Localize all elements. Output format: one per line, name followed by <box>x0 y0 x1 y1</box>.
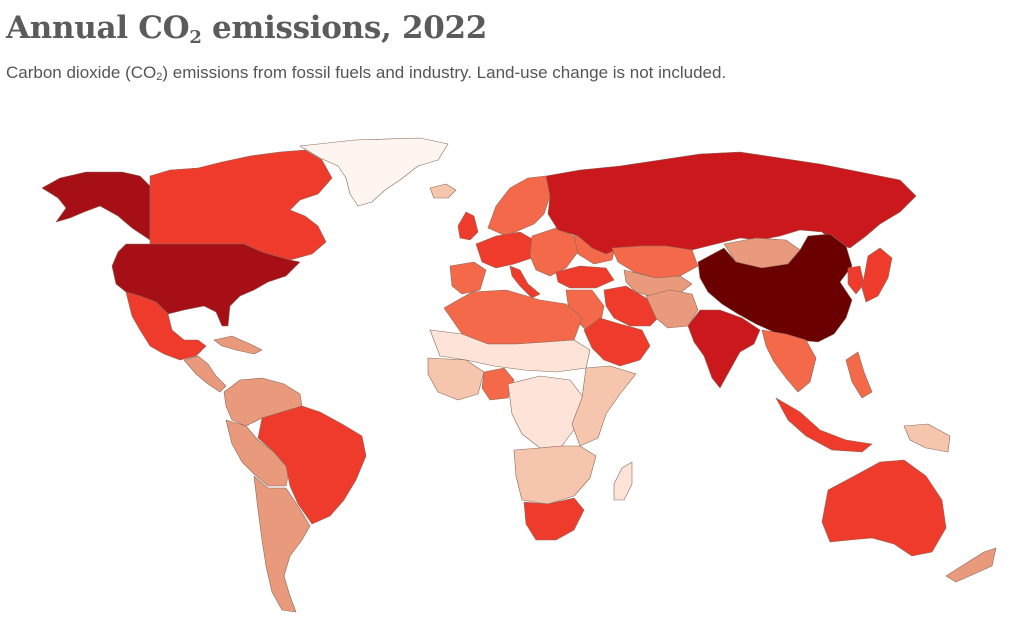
chart-title: Annual CO2 emissions, 2022 <box>6 8 726 58</box>
region-uk-ireland[interactable] <box>457 211 479 241</box>
region-canada[interactable] <box>149 149 333 261</box>
region-china[interactable] <box>697 233 853 343</box>
region-kazakhstan[interactable] <box>611 245 699 279</box>
region-argentina-chile[interactable] <box>253 475 311 613</box>
region-greenland[interactable] <box>299 137 449 207</box>
region-east-africa[interactable] <box>571 365 637 447</box>
subtitle-prefix: Carbon dioxide (CO <box>6 63 157 82</box>
region-central-america[interactable] <box>183 355 227 393</box>
region-southern-africa[interactable] <box>513 445 597 505</box>
region-usa[interactable] <box>111 243 301 327</box>
region-iceland[interactable] <box>429 183 457 199</box>
region-saudi-arabia[interactable] <box>583 317 651 367</box>
title-prefix: Annual CO <box>6 10 190 46</box>
region-mexico[interactable] <box>125 291 207 361</box>
subtitle-suffix: ) emissions from fossil fuels and indust… <box>162 63 727 82</box>
region-sahel[interactable] <box>429 329 591 373</box>
title-suffix: emissions, 2022 <box>201 10 488 46</box>
region-iran[interactable] <box>603 285 661 327</box>
region-norway-sweden-finland[interactable] <box>487 175 551 237</box>
subtitle-subscript: 2 <box>156 71 163 83</box>
chart-header: Annual CO2 emissions, 2022 Carbon dioxid… <box>6 8 726 88</box>
region-korea[interactable] <box>847 265 865 295</box>
region-russia[interactable] <box>545 151 917 255</box>
chart-subtitle: Carbon dioxide (CO2) emissions from foss… <box>6 62 726 88</box>
region-alaska[interactable] <box>41 171 151 241</box>
map-regions <box>41 137 997 613</box>
region-peru-bolivia[interactable] <box>225 419 291 487</box>
region-central-africa[interactable] <box>507 375 585 449</box>
region-brazil[interactable] <box>257 405 367 525</box>
region-philippines[interactable] <box>845 351 873 399</box>
region-southeast-asia[interactable] <box>761 329 817 393</box>
region-australia[interactable] <box>821 459 947 557</box>
region-india[interactable] <box>687 309 761 389</box>
region-italy[interactable] <box>509 265 541 299</box>
region-japan[interactable] <box>861 247 893 303</box>
region-nigeria[interactable] <box>481 367 515 401</box>
region-iberia[interactable] <box>449 261 487 295</box>
region-papua-new-guinea[interactable] <box>903 423 951 453</box>
region-western-europe[interactable] <box>475 231 535 269</box>
region-turkey[interactable] <box>555 265 615 289</box>
title-subscript: 2 <box>189 27 202 48</box>
region-madagascar[interactable] <box>613 461 633 501</box>
region-caribbean[interactable] <box>213 335 263 355</box>
region-pakistan-afghanistan[interactable] <box>645 289 699 329</box>
region-west-africa[interactable] <box>427 357 485 401</box>
region-indonesia[interactable] <box>775 397 873 453</box>
region-south-africa[interactable] <box>523 497 585 541</box>
region-new-zealand[interactable] <box>945 547 997 583</box>
